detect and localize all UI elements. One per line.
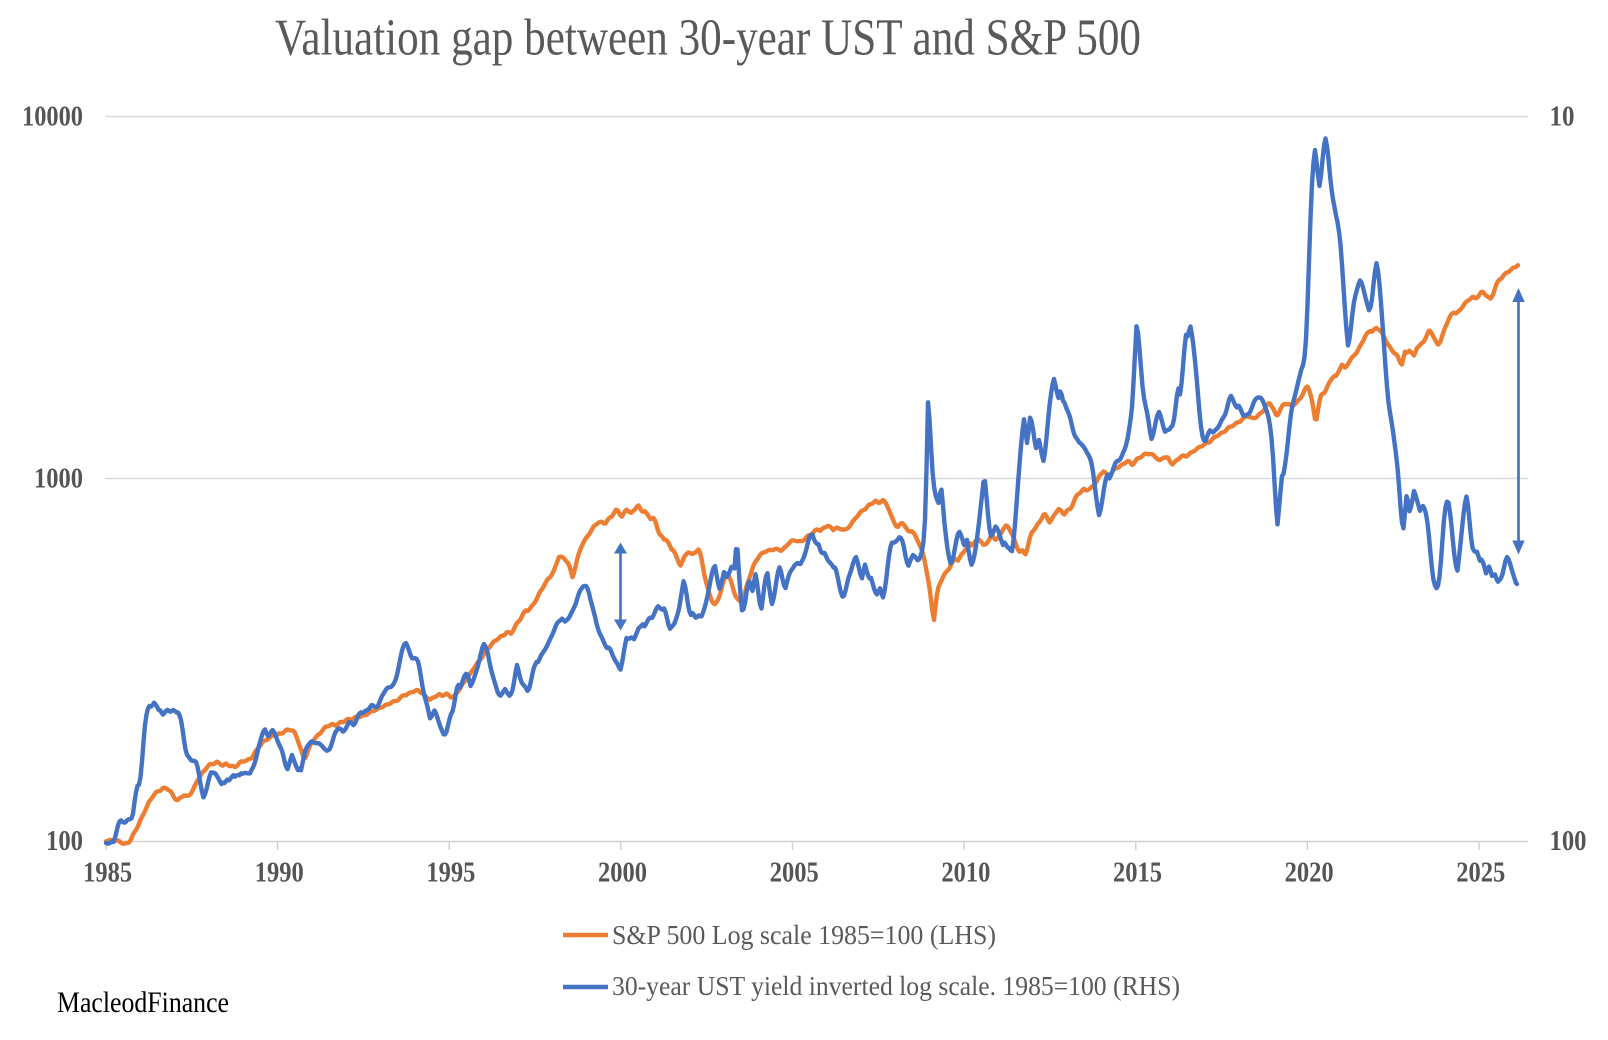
svg-text:10: 10 xyxy=(1550,101,1575,133)
svg-text:100: 100 xyxy=(1550,825,1587,857)
svg-text:1000: 1000 xyxy=(34,463,83,495)
svg-text:2010: 2010 xyxy=(941,857,990,889)
svg-text:Valuation gap between 30-year: Valuation gap between 30-year UST and S&… xyxy=(275,10,1141,67)
svg-text:100: 100 xyxy=(46,825,83,857)
svg-text:1990: 1990 xyxy=(255,857,304,889)
svg-text:S&P 500 Log scale 1985=100 (LH: S&P 500 Log scale 1985=100 (LHS) xyxy=(612,920,996,950)
svg-text:1995: 1995 xyxy=(426,857,475,889)
svg-text:2020: 2020 xyxy=(1285,857,1334,889)
svg-text:MacleodFinance: MacleodFinance xyxy=(57,986,229,1019)
svg-text:10000: 10000 xyxy=(22,101,83,133)
svg-text:2005: 2005 xyxy=(770,857,819,889)
svg-text:2025: 2025 xyxy=(1456,857,1505,889)
svg-text:2000: 2000 xyxy=(598,857,647,889)
svg-text:1985: 1985 xyxy=(83,857,132,889)
svg-text:2015: 2015 xyxy=(1113,857,1162,889)
svg-text:30-year UST yield inverted log: 30-year UST yield inverted log scale. 19… xyxy=(612,971,1180,1001)
